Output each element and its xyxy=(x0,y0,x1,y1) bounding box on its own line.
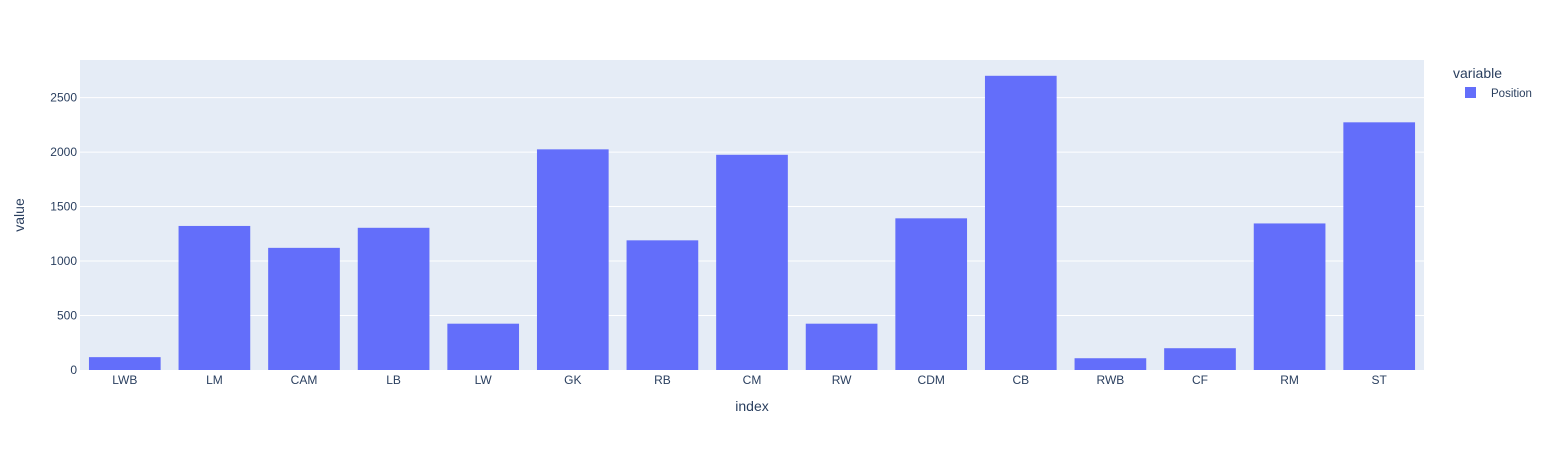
bar-cdm[interactable] xyxy=(895,218,968,370)
x-tick-label: RW xyxy=(832,373,852,387)
bar-rm[interactable] xyxy=(1253,223,1326,370)
bar-cm[interactable] xyxy=(716,154,788,370)
x-tick-label: CAM xyxy=(291,373,318,387)
x-tick-label: LWB xyxy=(112,373,137,387)
bar-rwb[interactable] xyxy=(1074,358,1147,370)
y-tick-label: 2500 xyxy=(50,91,77,105)
x-tick-label: LM xyxy=(206,373,223,387)
x-tick-label: CF xyxy=(1192,373,1208,387)
x-tick-label: RM xyxy=(1280,373,1299,387)
bar-cf[interactable] xyxy=(1164,348,1236,370)
bar-gk[interactable] xyxy=(536,149,609,370)
legend-title: variable xyxy=(1453,65,1502,81)
x-tick-label: CM xyxy=(743,373,762,387)
x-axis-ticks: LWB LM CAM LB LW GK RB CM RW CDM CB RWB CF RM ST xyxy=(112,373,1387,387)
bar-lm[interactable] xyxy=(178,225,251,370)
bar-lw[interactable] xyxy=(447,323,520,370)
y-tick-label: 1500 xyxy=(50,200,77,214)
legend-swatch xyxy=(1465,87,1476,98)
x-tick-label: GK xyxy=(564,373,581,387)
x-tick-label: ST xyxy=(1372,373,1388,387)
legend-label: Position xyxy=(1491,88,1532,100)
bar-rw[interactable] xyxy=(805,323,878,370)
bars xyxy=(88,75,1416,370)
y-tick-label: 1000 xyxy=(50,254,77,268)
bar-st[interactable] xyxy=(1343,122,1416,370)
bar-rb[interactable] xyxy=(626,240,699,370)
bar-cb[interactable] xyxy=(984,75,1057,370)
bar-cam[interactable] xyxy=(268,247,340,370)
legend: variable Position xyxy=(1453,65,1532,100)
x-axis-title: index xyxy=(735,398,768,414)
y-tick-label: 2000 xyxy=(50,145,77,159)
y-tick-label: 500 xyxy=(57,309,77,323)
bar-lwb[interactable] xyxy=(88,357,161,370)
bar-lb[interactable] xyxy=(357,227,430,370)
x-tick-label: RB xyxy=(654,373,671,387)
legend-item-position[interactable]: Position xyxy=(1465,87,1532,100)
x-tick-label: CDM xyxy=(918,373,945,387)
x-tick-label: CB xyxy=(1012,373,1029,387)
x-tick-label: RWB xyxy=(1097,373,1125,387)
y-tick-label: 0 xyxy=(70,363,77,377)
y-axis-title: value xyxy=(11,198,27,232)
x-tick-label: LW xyxy=(475,373,493,387)
y-axis-ticks: 0 500 1000 1500 2000 2500 xyxy=(50,91,77,377)
x-tick-label: LB xyxy=(386,373,401,387)
